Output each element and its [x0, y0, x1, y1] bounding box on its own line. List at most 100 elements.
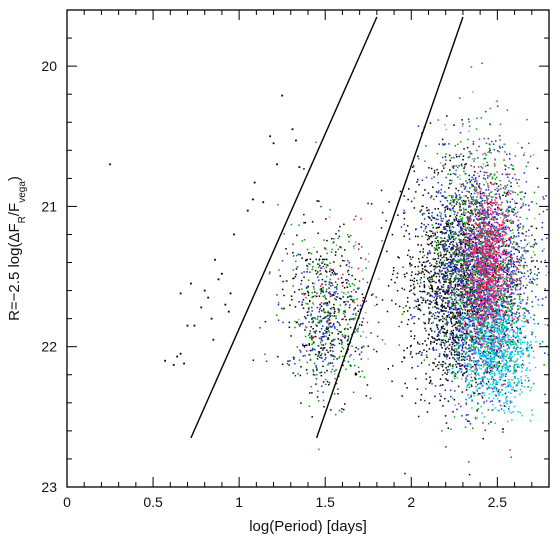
data-point [471, 213, 474, 216]
data-point [310, 314, 312, 317]
data-point [469, 237, 472, 239]
data-point [437, 257, 440, 260]
data-point [420, 209, 423, 211]
data-point [471, 224, 473, 226]
data-point [475, 305, 478, 308]
data-point [502, 268, 505, 271]
data-point [403, 209, 405, 212]
data-point [403, 310, 405, 313]
data-point [465, 163, 467, 165]
data-point [457, 347, 460, 349]
data-point [442, 339, 444, 341]
data-point [427, 243, 430, 246]
data-point [386, 250, 388, 253]
data-point [477, 258, 479, 261]
data-point [491, 269, 494, 272]
data-point [508, 244, 510, 247]
data-point [433, 330, 436, 333]
data-point [472, 370, 474, 373]
data-point [447, 285, 449, 288]
data-point [432, 362, 434, 364]
data-point [403, 195, 405, 197]
data-point [370, 294, 373, 296]
data-point [439, 251, 442, 254]
data-point [458, 219, 460, 221]
data-point [511, 319, 514, 322]
data-point [500, 292, 502, 294]
data-point [470, 247, 472, 250]
data-point [447, 234, 450, 236]
data-point [475, 272, 478, 274]
data-point [456, 371, 459, 374]
data-point [319, 255, 322, 257]
data-point [497, 246, 499, 249]
data-point [433, 362, 435, 365]
data-point [327, 363, 329, 366]
data-point [512, 222, 514, 224]
data-point [470, 277, 472, 280]
data-point [519, 279, 521, 282]
data-point [520, 259, 523, 262]
data-point [265, 360, 268, 363]
data-point [433, 252, 436, 254]
data-point [425, 329, 427, 332]
data-point [501, 304, 503, 307]
data-point [470, 291, 472, 293]
data-point [472, 241, 475, 244]
data-point [322, 391, 324, 393]
data-point [350, 354, 352, 356]
data-point [454, 336, 457, 339]
data-point [451, 179, 453, 182]
data-point [341, 341, 343, 343]
data-point [480, 251, 482, 253]
data-point [341, 411, 343, 413]
data-point [462, 225, 465, 228]
data-point [301, 304, 304, 306]
data-point [322, 308, 325, 310]
data-point [455, 308, 457, 311]
data-point [296, 234, 298, 237]
data-point [438, 353, 441, 355]
data-point [443, 397, 446, 400]
data-point [447, 371, 449, 373]
data-point [468, 220, 470, 223]
data-point [397, 256, 399, 258]
data-point [331, 362, 334, 364]
data-point [487, 264, 489, 267]
data-point [434, 290, 436, 293]
data-point [486, 215, 488, 218]
data-point [508, 309, 511, 311]
data-point [409, 262, 411, 265]
data-point [451, 298, 454, 300]
data-point [428, 237, 430, 240]
data-point [436, 168, 438, 171]
data-point [449, 311, 452, 314]
data-point [505, 271, 507, 274]
data-point [467, 420, 469, 422]
data-point [473, 245, 475, 247]
data-point [459, 322, 462, 324]
data-point [318, 308, 321, 311]
data-point [475, 271, 477, 274]
data-point [486, 177, 489, 179]
data-point [332, 339, 335, 342]
data-point [462, 331, 464, 333]
data-point [478, 308, 480, 311]
data-point [425, 176, 428, 179]
data-point [478, 175, 480, 177]
data-point [314, 269, 317, 272]
data-point [328, 324, 330, 326]
data-point [398, 257, 400, 259]
data-point [439, 393, 441, 395]
data-point [464, 263, 467, 266]
data-point [473, 160, 475, 162]
data-point [422, 205, 424, 208]
data-point [319, 264, 321, 267]
data-point [401, 395, 404, 397]
data-point [502, 263, 504, 266]
data-point [444, 228, 446, 231]
data-point [444, 302, 447, 304]
data-point [324, 329, 326, 332]
data-point [343, 223, 345, 226]
data-point [325, 266, 328, 268]
